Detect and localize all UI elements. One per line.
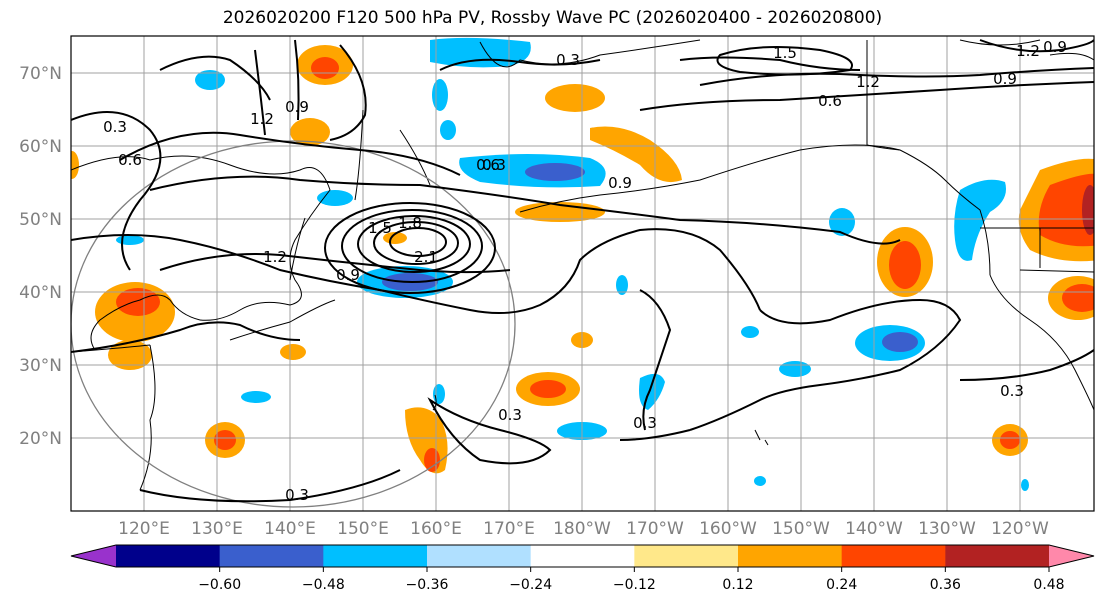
contour-label: 2.1 <box>414 248 438 266</box>
pv-contours <box>71 39 1094 503</box>
lat-label: 70°N <box>19 64 62 84</box>
colorbar-extend-min <box>71 545 116 567</box>
contour-label: 0.9 <box>285 98 309 116</box>
coastlines <box>71 39 1094 491</box>
colorbar-tick-label: 0.36 <box>930 577 961 593</box>
lon-label: 150°W <box>772 519 830 539</box>
colorbar-tick-label: −0.12 <box>613 577 656 593</box>
lat-label: 50°N <box>19 210 62 230</box>
colorbar-segment <box>945 545 1050 567</box>
colorbar-segment <box>219 545 324 567</box>
lon-label: 160°W <box>699 519 757 539</box>
lat-label: 20°N <box>19 429 62 449</box>
lon-label: 130°W <box>918 519 976 539</box>
map-title: 2026020200 F120 500 hPa PV, Rossby Wave … <box>222 8 883 28</box>
lon-label: 170°E <box>483 519 535 539</box>
contour-label: 0.3 <box>103 118 127 136</box>
contour-label: 1.2 <box>856 73 880 91</box>
contour-label: 0.6 <box>476 156 500 174</box>
contour-label: 0.9 <box>993 70 1017 88</box>
contour-label: 1.2 <box>250 110 274 128</box>
longitude-labels: 120°E 130°E 140°E 150°E 160°E 170°E 180°… <box>118 519 1049 539</box>
lat-label: 30°N <box>19 356 62 376</box>
map-panel: 0.3 1.5 1.2 0.9 0.6 0.3 1.2 0.9 0.3 0.6 … <box>71 36 1094 511</box>
contour-label: 0.3 <box>1000 382 1024 400</box>
map-frame <box>70 35 1095 512</box>
colorbar-tick-label: 0.48 <box>1033 577 1064 593</box>
colorbar-segment <box>116 545 221 567</box>
colorbar-segment <box>738 545 843 567</box>
colorbar-tick-label: 0.12 <box>722 577 753 593</box>
colorbar-segment <box>841 545 946 567</box>
contour-label: 1.5 <box>773 44 797 62</box>
contour-label: 0.9 <box>336 266 360 284</box>
lon-label: 120°E <box>118 519 170 539</box>
lon-label: 180°W <box>553 519 611 539</box>
contour-label: 0.6 <box>118 151 142 169</box>
lon-label: 160°E <box>410 519 462 539</box>
contour-label: 1.2 <box>1016 42 1040 60</box>
colorbar-extend-max <box>1049 545 1094 567</box>
lon-label: 170°W <box>626 519 684 539</box>
contour-label-group: 0.3 1.5 1.2 0.9 0.6 0.3 1.2 0.9 0.3 0.6 … <box>103 38 1067 504</box>
radius-circle <box>71 140 516 508</box>
lat-label: 40°N <box>19 283 62 303</box>
contour-label: 0.3 <box>482 156 506 174</box>
lon-label: 140°E <box>264 519 316 539</box>
colorbar-segment <box>323 545 428 567</box>
lon-label: 130°E <box>191 519 243 539</box>
contour-label: 1.5 <box>368 219 392 237</box>
colorbar-tick-label: −0.24 <box>509 577 552 593</box>
contour-label: 1.2 <box>263 248 287 266</box>
contour-label: 0.6 <box>818 92 842 110</box>
contour-label: 0.9 <box>1043 38 1067 56</box>
contour-label: 0.9 <box>608 174 632 192</box>
contour-label: 0.3 <box>285 486 309 504</box>
colorbar: −0.60 −0.48 −0.36 −0.24 −0.12 0.12 0.24 0.36 0.4… <box>70 544 1095 593</box>
colorbar-segment <box>427 545 532 567</box>
graticule <box>71 36 1094 511</box>
lon-label: 120°W <box>991 519 1049 539</box>
latitude-labels: 70°N 60°N 50°N 40°N 30°N 20°N <box>19 64 62 449</box>
colorbar-tick-label: −0.60 <box>198 577 241 593</box>
colorbar-tick-label: −0.36 <box>406 577 449 593</box>
lon-label: 150°E <box>337 519 389 539</box>
colorbar-segment <box>530 545 635 567</box>
colorbar-tick-label: −0.48 <box>302 577 345 593</box>
lon-label: 140°W <box>845 519 903 539</box>
cutoff-low-contours <box>324 202 496 294</box>
lat-label: 60°N <box>19 137 62 157</box>
contour-label: 0.3 <box>633 414 657 432</box>
contour-label: 0.3 <box>498 406 522 424</box>
contour-label: 1.8 <box>398 214 422 232</box>
colorbar-segment <box>634 545 739 567</box>
contour-label: 0.3 <box>556 51 580 69</box>
colorbar-tick-label: 0.24 <box>826 577 857 593</box>
